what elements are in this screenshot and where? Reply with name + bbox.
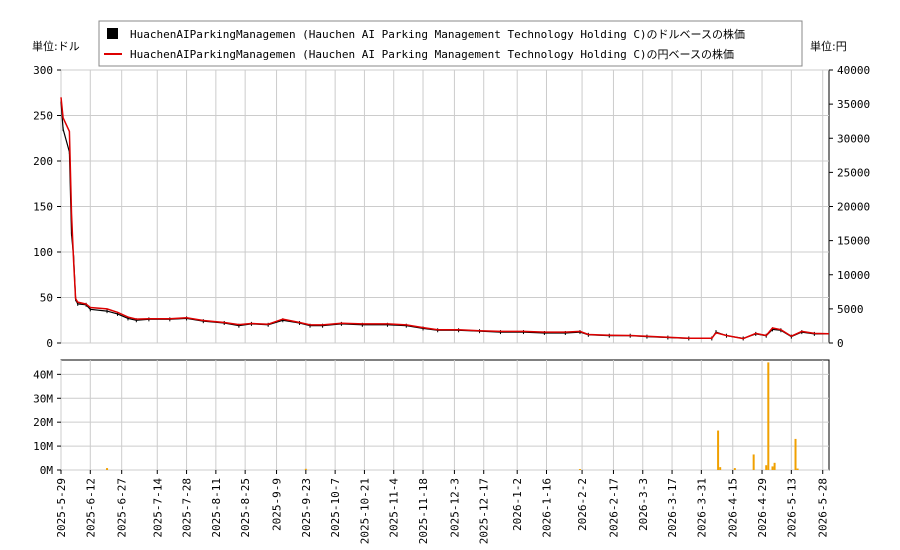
volume-bar (765, 465, 768, 470)
volume-bar (719, 467, 722, 470)
legend-jpy-label: HuachenAIParkingManagemen (Hauchen AI Pa… (130, 47, 734, 61)
date-tick-label: 2025-8-11 (210, 478, 223, 538)
volume-bar (771, 466, 774, 470)
price-right-tick-label: 10000 (837, 269, 870, 282)
price-right-tick-label: 15000 (837, 235, 870, 248)
date-tick-label: 2025-12-3 (448, 478, 461, 538)
price-right-tick-label: 40000 (837, 64, 870, 77)
date-tick-label: 2026-5-13 (785, 478, 798, 538)
date-tick-label: 2025-10-21 (358, 478, 371, 544)
volume-tick-label: 0M (40, 464, 54, 477)
price-right-tick-label: 30000 (837, 132, 870, 145)
volume-bar (578, 469, 581, 470)
price-series (60, 97, 830, 341)
date-tick-label: 2025-5-29 (55, 478, 68, 538)
volume-bar (752, 454, 755, 470)
volume-bar (796, 468, 799, 470)
price-right-tick-label: 5000 (837, 303, 864, 316)
date-tick-label: 2025-6-12 (84, 478, 97, 538)
volume-tick-label: 30M (33, 392, 53, 405)
jpy-price-line (60, 97, 830, 340)
date-tick-label: 2025-9-23 (300, 478, 313, 538)
date-tick-label: 2025-11-18 (417, 478, 430, 544)
price-right-tick-label: 25000 (837, 166, 870, 179)
price-left-axis: 0 50 100 150 200 250 300 (33, 64, 61, 350)
date-tick-label: 2025-12-17 (478, 478, 491, 544)
volume-bar (106, 468, 109, 470)
volume-bars (106, 362, 799, 470)
price-left-tick-label: 200 (33, 155, 53, 168)
date-tick-label: 2026-4-29 (756, 478, 769, 538)
date-tick-label: 2025-9-9 (271, 478, 284, 531)
date-tick-label: 2025-8-25 (239, 478, 252, 538)
volume-bar (767, 362, 770, 470)
price-left-tick-label: 50 (40, 292, 53, 305)
volume-bar (733, 468, 736, 470)
date-tick-label: 2026-2-2 (576, 478, 589, 531)
date-tick-label: 2026-3-17 (666, 478, 679, 538)
volume-plot-area (60, 359, 830, 471)
date-tick-label: 2025-7-14 (151, 478, 164, 538)
price-left-tick-label: 300 (33, 64, 53, 77)
date-tick-label: 2025-6-27 (116, 478, 129, 538)
date-tick-label: 2026-2-17 (607, 478, 620, 538)
price-left-tick-label: 250 (33, 110, 53, 123)
volume-tick-label: 40M (33, 368, 53, 381)
legend-usd-swatch (107, 28, 118, 39)
volume-tick-label: 20M (33, 416, 53, 429)
date-axis: 2025-5-29 2025-6-12 2025-6-27 2025-7-14 2025… (55, 470, 830, 544)
price-right-tick-label: 20000 (837, 201, 870, 214)
price-right-tick-label: 0 (837, 337, 844, 350)
date-tick-label: 2025-10-7 (329, 478, 342, 538)
price-left-tick-label: 0 (46, 337, 53, 350)
volume-bar (794, 438, 797, 470)
right-unit-label: 単位:円 (810, 39, 847, 53)
volume-bar (304, 468, 307, 470)
left-unit-label: 単位:ドル (32, 39, 80, 53)
date-tick-label: 2026-1-2 (511, 478, 524, 531)
price-right-axis: 0 5000 10000 15000 20000 25000 30000 35000 40000 (829, 64, 870, 350)
legend-usd-label: HuachenAIParkingManagemen (Hauchen AI Pa… (130, 27, 745, 41)
volume-bar (717, 430, 720, 470)
date-tick-label: 2026-5-28 (817, 478, 830, 538)
volume-gridlines (60, 360, 829, 471)
volume-bar (773, 462, 776, 470)
legend-box (98, 20, 803, 67)
price-right-tick-label: 35000 (837, 98, 870, 111)
volume-left-axis: 0M 10M 20M 30M 40M (33, 368, 61, 477)
date-tick-label: 2026-4-15 (727, 478, 740, 538)
price-gridlines (60, 69, 829, 344)
date-tick-label: 2025-7-28 (181, 478, 194, 538)
legend: HuachenAIParkingManagemen (Hauchen AI Pa… (98, 20, 803, 67)
volume-tick-label: 10M (33, 440, 53, 453)
date-tick-label: 2025-11-4 (388, 478, 401, 538)
date-tick-label: 2026-3-31 (695, 478, 708, 538)
price-left-tick-label: 150 (33, 201, 53, 214)
date-tick-label: 2026-3-3 (637, 478, 650, 531)
price-left-tick-label: 100 (33, 246, 53, 259)
date-tick-label: 2026-1-16 (540, 478, 553, 538)
